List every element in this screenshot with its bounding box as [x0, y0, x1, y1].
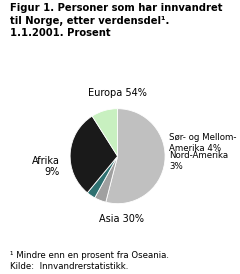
- Wedge shape: [106, 109, 165, 204]
- Text: ¹ Mindre enn en prosent fra Oseania.
Kilde:  Innvandrerstatistikk.: ¹ Mindre enn en prosent fra Oseania. Kil…: [10, 251, 168, 271]
- Text: Sør- og Mellom-
Amerika 4%: Sør- og Mellom- Amerika 4%: [169, 133, 236, 153]
- Text: Nord-Amerika
3%: Nord-Amerika 3%: [169, 151, 228, 171]
- Text: Asia 30%: Asia 30%: [99, 214, 144, 224]
- Text: Afrika
9%: Afrika 9%: [32, 156, 60, 178]
- Text: Europa 54%: Europa 54%: [88, 88, 147, 98]
- Text: Figur 1. Personer som har innvandret
til Norge, etter verdensdel¹.
1.1.2001. Pro: Figur 1. Personer som har innvandret til…: [10, 3, 222, 38]
- Wedge shape: [87, 156, 118, 198]
- Wedge shape: [95, 156, 118, 202]
- Wedge shape: [70, 116, 118, 193]
- Wedge shape: [92, 109, 118, 156]
